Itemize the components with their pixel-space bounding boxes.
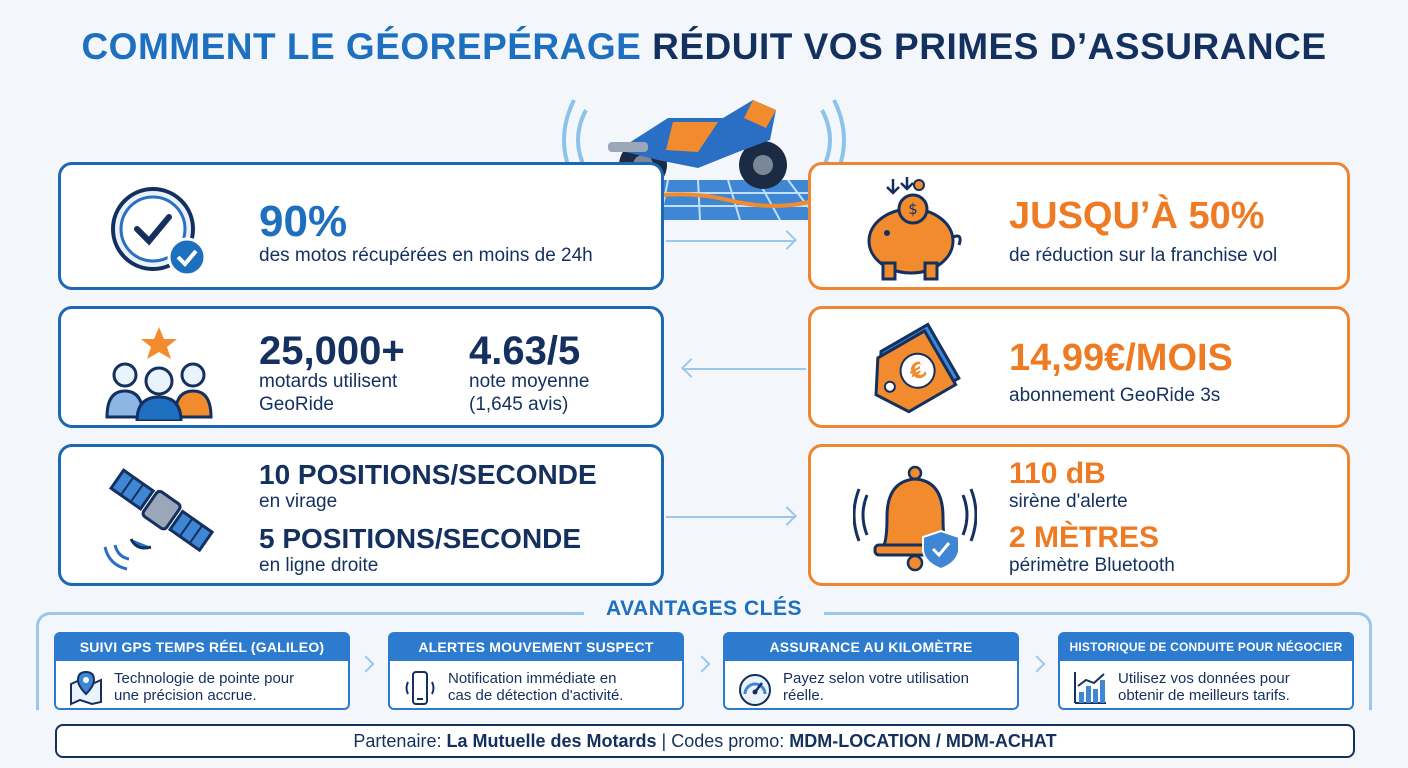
advantage-line-1: Utilisez vos données pour <box>1118 670 1290 687</box>
price-value: 14,99€/MOIS <box>1009 337 1233 379</box>
advantages-heading: AVANTAGES CLÉS <box>584 597 824 621</box>
partner-name: La Mutuelle des Motards <box>446 731 657 751</box>
advantage-insurance: ASSURANCE AU KILOMÈTRE Payez selon votre… <box>723 632 1019 710</box>
siren-card: 110 dB sirène d'alerte 2 MÈTRES périmètr… <box>808 444 1350 586</box>
recovery-card: 90% des motos récupérées en moins de 24h <box>58 162 664 290</box>
advantage-line-2: cas de détection d'activité. <box>448 687 624 705</box>
users-label-1: motards utilisent <box>259 371 398 392</box>
bar-chart-icon <box>1074 672 1106 704</box>
connector-arrow <box>682 368 806 370</box>
piggy-bank-icon: $ <box>867 177 962 281</box>
discount-card: $ JUSQU’À 50% de réduction sur la franch… <box>808 162 1350 290</box>
advantage-title: ASSURANCE AU KILOMÈTRE <box>725 634 1017 661</box>
rating-label-2: (1,645 avis) <box>469 394 569 415</box>
arrow-head-right <box>777 506 797 526</box>
advantage-text: Technologie de pointe pour une précision… <box>114 670 294 705</box>
rating-label-1: note moyenne <box>469 371 590 392</box>
siren-value-2: 2 MÈTRES <box>1009 521 1160 554</box>
connector-arrow <box>666 516 796 518</box>
price-tag-icon: € <box>874 322 961 414</box>
advantage-title: HISTORIQUE DE CONDUITE POUR NÉGOCIER <box>1060 634 1352 661</box>
partner-footer: Partenaire: La Mutuelle des Motards | Co… <box>55 724 1355 758</box>
users-value: 25,000+ <box>259 329 405 373</box>
users-star-icon <box>105 327 213 421</box>
recovery-value: 90% <box>259 197 348 246</box>
rating-value: 4.63/5 <box>469 329 581 373</box>
arrow-head-right <box>777 230 797 250</box>
advantage-line-1: Payez selon votre utilisation <box>783 670 969 687</box>
advantage-line-2: une précision accrue. <box>114 687 257 705</box>
siren-label-2: périmètre Bluetooth <box>1009 555 1175 576</box>
advantage-text: Payez selon votre utilisation réelle. <box>783 670 969 705</box>
advantage-alerts: ALERTES MOUVEMENT SUSPECT Notification i… <box>388 632 684 710</box>
partner-label: Partenaire: <box>353 731 442 751</box>
recovery-label: des motos récupérées en moins de 24h <box>259 245 593 266</box>
positions-card: 10 POSITIONS/SECONDE en virage 5 POSITIO… <box>58 444 664 586</box>
page-title: COMMENT LE GÉOREPÉRAGE RÉDUIT VOS PRIMES… <box>0 26 1408 68</box>
advantage-line-1: Technologie de pointe pour <box>114 670 295 687</box>
discount-value: JUSQU’À 50% <box>1009 195 1265 237</box>
positions-label-1: en virage <box>259 491 338 512</box>
arrow-head-left <box>681 358 701 378</box>
advantage-title: SUIVI GPS TEMPS RÉEL (GALILEO) <box>56 634 348 661</box>
speedometer-icon <box>739 674 771 706</box>
bell-shield-icon <box>853 465 977 572</box>
promo-label: | Codes promo: <box>661 731 785 751</box>
advantage-history: HISTORIQUE DE CONDUITE POUR NÉGOCIER Uti… <box>1058 632 1354 710</box>
promo-codes: MDM-LOCATION / MDM-ACHAT <box>789 731 1057 751</box>
advantage-line-2: réelle. <box>783 687 824 705</box>
positions-value-2: 5 POSITIONS/SECONDE <box>259 523 582 554</box>
siren-label-1: sirène d'alerte <box>1009 491 1128 512</box>
advantage-text: Utilisez vos données pour obtenir de mei… <box>1118 670 1290 705</box>
advantage-line-2: obtenir de meilleurs tarifs. <box>1118 687 1290 705</box>
positions-value-1: 10 POSITIONS/SECONDE <box>259 459 597 490</box>
positions-label-2: en ligne droite <box>259 555 379 576</box>
users-rating-card: 25,000+ motards utilisent GeoRide 4.63/5… <box>58 306 664 428</box>
phone-vibrate-icon <box>405 671 435 705</box>
advantage-line-1: Notification immédiate en <box>448 670 617 687</box>
users-label-2: GeoRide <box>259 394 334 415</box>
advantage-title: ALERTES MOUVEMENT SUSPECT <box>390 634 682 661</box>
price-card: € 14,99€/MOIS abonnement GeoRide 3s <box>808 306 1350 428</box>
siren-value-1: 110 dB <box>1009 457 1106 490</box>
advantage-gps: SUIVI GPS TEMPS RÉEL (GALILEO) Technolog… <box>54 632 350 710</box>
advantage-text: Notification immédiate en cas de détecti… <box>448 670 623 705</box>
satellite-icon <box>103 468 215 571</box>
discount-label: de réduction sur la franchise vol <box>1009 245 1278 266</box>
clock-check-icon <box>111 187 207 277</box>
title-part-1: COMMENT LE GÉOREPÉRAGE <box>81 26 642 67</box>
price-label: abonnement GeoRide 3s <box>1009 385 1221 406</box>
map-pin-icon <box>70 670 102 706</box>
svg-text:$: $ <box>908 200 918 218</box>
title-part-2: RÉDUIT VOS PRIMES D’ASSURANCE <box>652 26 1327 67</box>
connector-arrow <box>666 240 796 242</box>
